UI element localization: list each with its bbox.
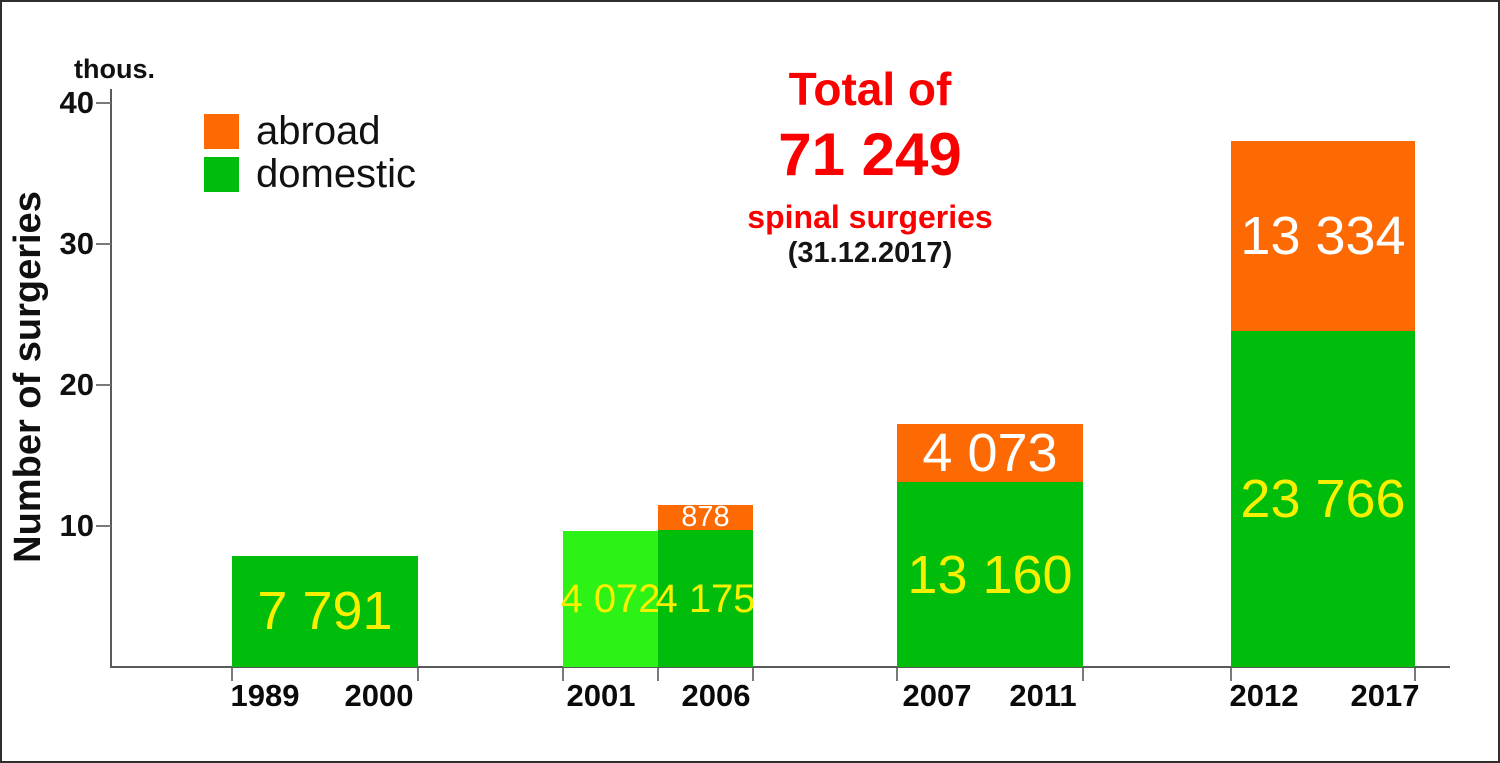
value-label-domestic-2006: 4 175 [655, 576, 756, 621]
x-axis-year-label-2007: 2007 [902, 678, 972, 713]
y-axis-tick-label-10: 10 [59, 508, 94, 543]
segment-abroad-2007-2011: 4 073 [897, 423, 1083, 484]
y-axis-tick-10 [96, 525, 111, 527]
annotation-spinal-surgeries: spinal surgeries [747, 199, 993, 235]
segment-domestic-2006: 4 175 [655, 530, 756, 667]
x-axis-year-label-2011: 2011 [1009, 678, 1077, 713]
legend-swatch-domestic [204, 157, 239, 192]
x-axis-year-label-2006: 2006 [681, 678, 751, 713]
segment-domestic-2007-2011: 13 160 [897, 482, 1083, 667]
x-axis-year-label-2000: 2000 [344, 678, 414, 713]
legend-item-abroad: abroad [204, 109, 416, 153]
legend-swatch-abroad [204, 114, 239, 149]
x-axis-year-label-2012: 2012 [1229, 678, 1299, 713]
x-axis-year-label-2001: 2001 [566, 678, 636, 713]
segment-domestic-2001: 4 072 [560, 530, 661, 667]
value-label-abroad-2012-2017: 13 334 [1240, 206, 1406, 267]
x-axis-tick-2 [562, 668, 564, 681]
total-annotation: Total of 71 249 spinal surgeries (31.12.… [692, 2, 1048, 292]
bar-2012-2017: 13 334 23 766 [1231, 141, 1415, 667]
x-axis-tick-4 [752, 668, 754, 681]
x-axis-tick-5 [896, 668, 898, 681]
y-axis-tick-label-30: 30 [59, 226, 94, 261]
y-axis-tick-label-20: 20 [59, 367, 94, 402]
value-label-domestic-2012-2017: 23 766 [1240, 469, 1406, 530]
segment-domestic-1989-2000: 7 791 [232, 555, 418, 667]
value-label-abroad-2007-2011: 4 073 [922, 423, 1058, 484]
segment-abroad-2012-2017: 13 334 [1231, 141, 1415, 332]
x-axis-year-label-2017: 2017 [1350, 678, 1420, 713]
x-axis-year-label-1989: 1989 [230, 678, 300, 713]
value-label-abroad-2006: 878 [681, 501, 730, 534]
x-axis-tick-7 [1230, 668, 1232, 681]
legend-item-domestic: domestic [204, 152, 417, 196]
y-axis-line [110, 89, 112, 667]
annotation-total-value: 71 249 [778, 121, 962, 188]
legend-label-abroad: abroad [256, 109, 381, 153]
segment-domestic-2012-2017: 23 766 [1231, 331, 1415, 667]
x-axis-tick-1 [417, 668, 419, 681]
bar-2007-2011: 4 073 13 160 [897, 424, 1083, 667]
y-axis-tick-label-40: 40 [59, 85, 94, 120]
x-axis-tick-8 [1414, 668, 1416, 681]
y-axis-tick-30 [96, 243, 111, 245]
value-label-domestic-2007-2011: 13 160 [907, 544, 1073, 605]
x-axis-tick-6 [1082, 668, 1084, 681]
bar-2001: 4 072 [560, 530, 661, 667]
y-axis-unit-label: thous. [74, 54, 155, 84]
y-axis-tick-20 [96, 384, 111, 386]
annotation-as-of-date: (31.12.2017) [787, 237, 953, 269]
x-axis-line [110, 666, 1450, 668]
annotation-total-of: Total of [788, 63, 952, 115]
x-axis-tick-0 [231, 668, 233, 681]
y-axis-tick-40 [96, 102, 111, 104]
bar-1989-2000: 7 791 [232, 555, 418, 667]
legend: abroad domestic [204, 109, 417, 196]
legend-label-domestic: domestic [256, 152, 417, 196]
segment-abroad-2006: 878 [658, 501, 753, 534]
value-label-domestic-1989-2000: 7 791 [257, 581, 393, 642]
x-axis-tick-3 [657, 668, 659, 681]
value-label-domestic-2001: 4 072 [560, 576, 661, 621]
bar-2006: 878 4 175 [655, 501, 756, 667]
